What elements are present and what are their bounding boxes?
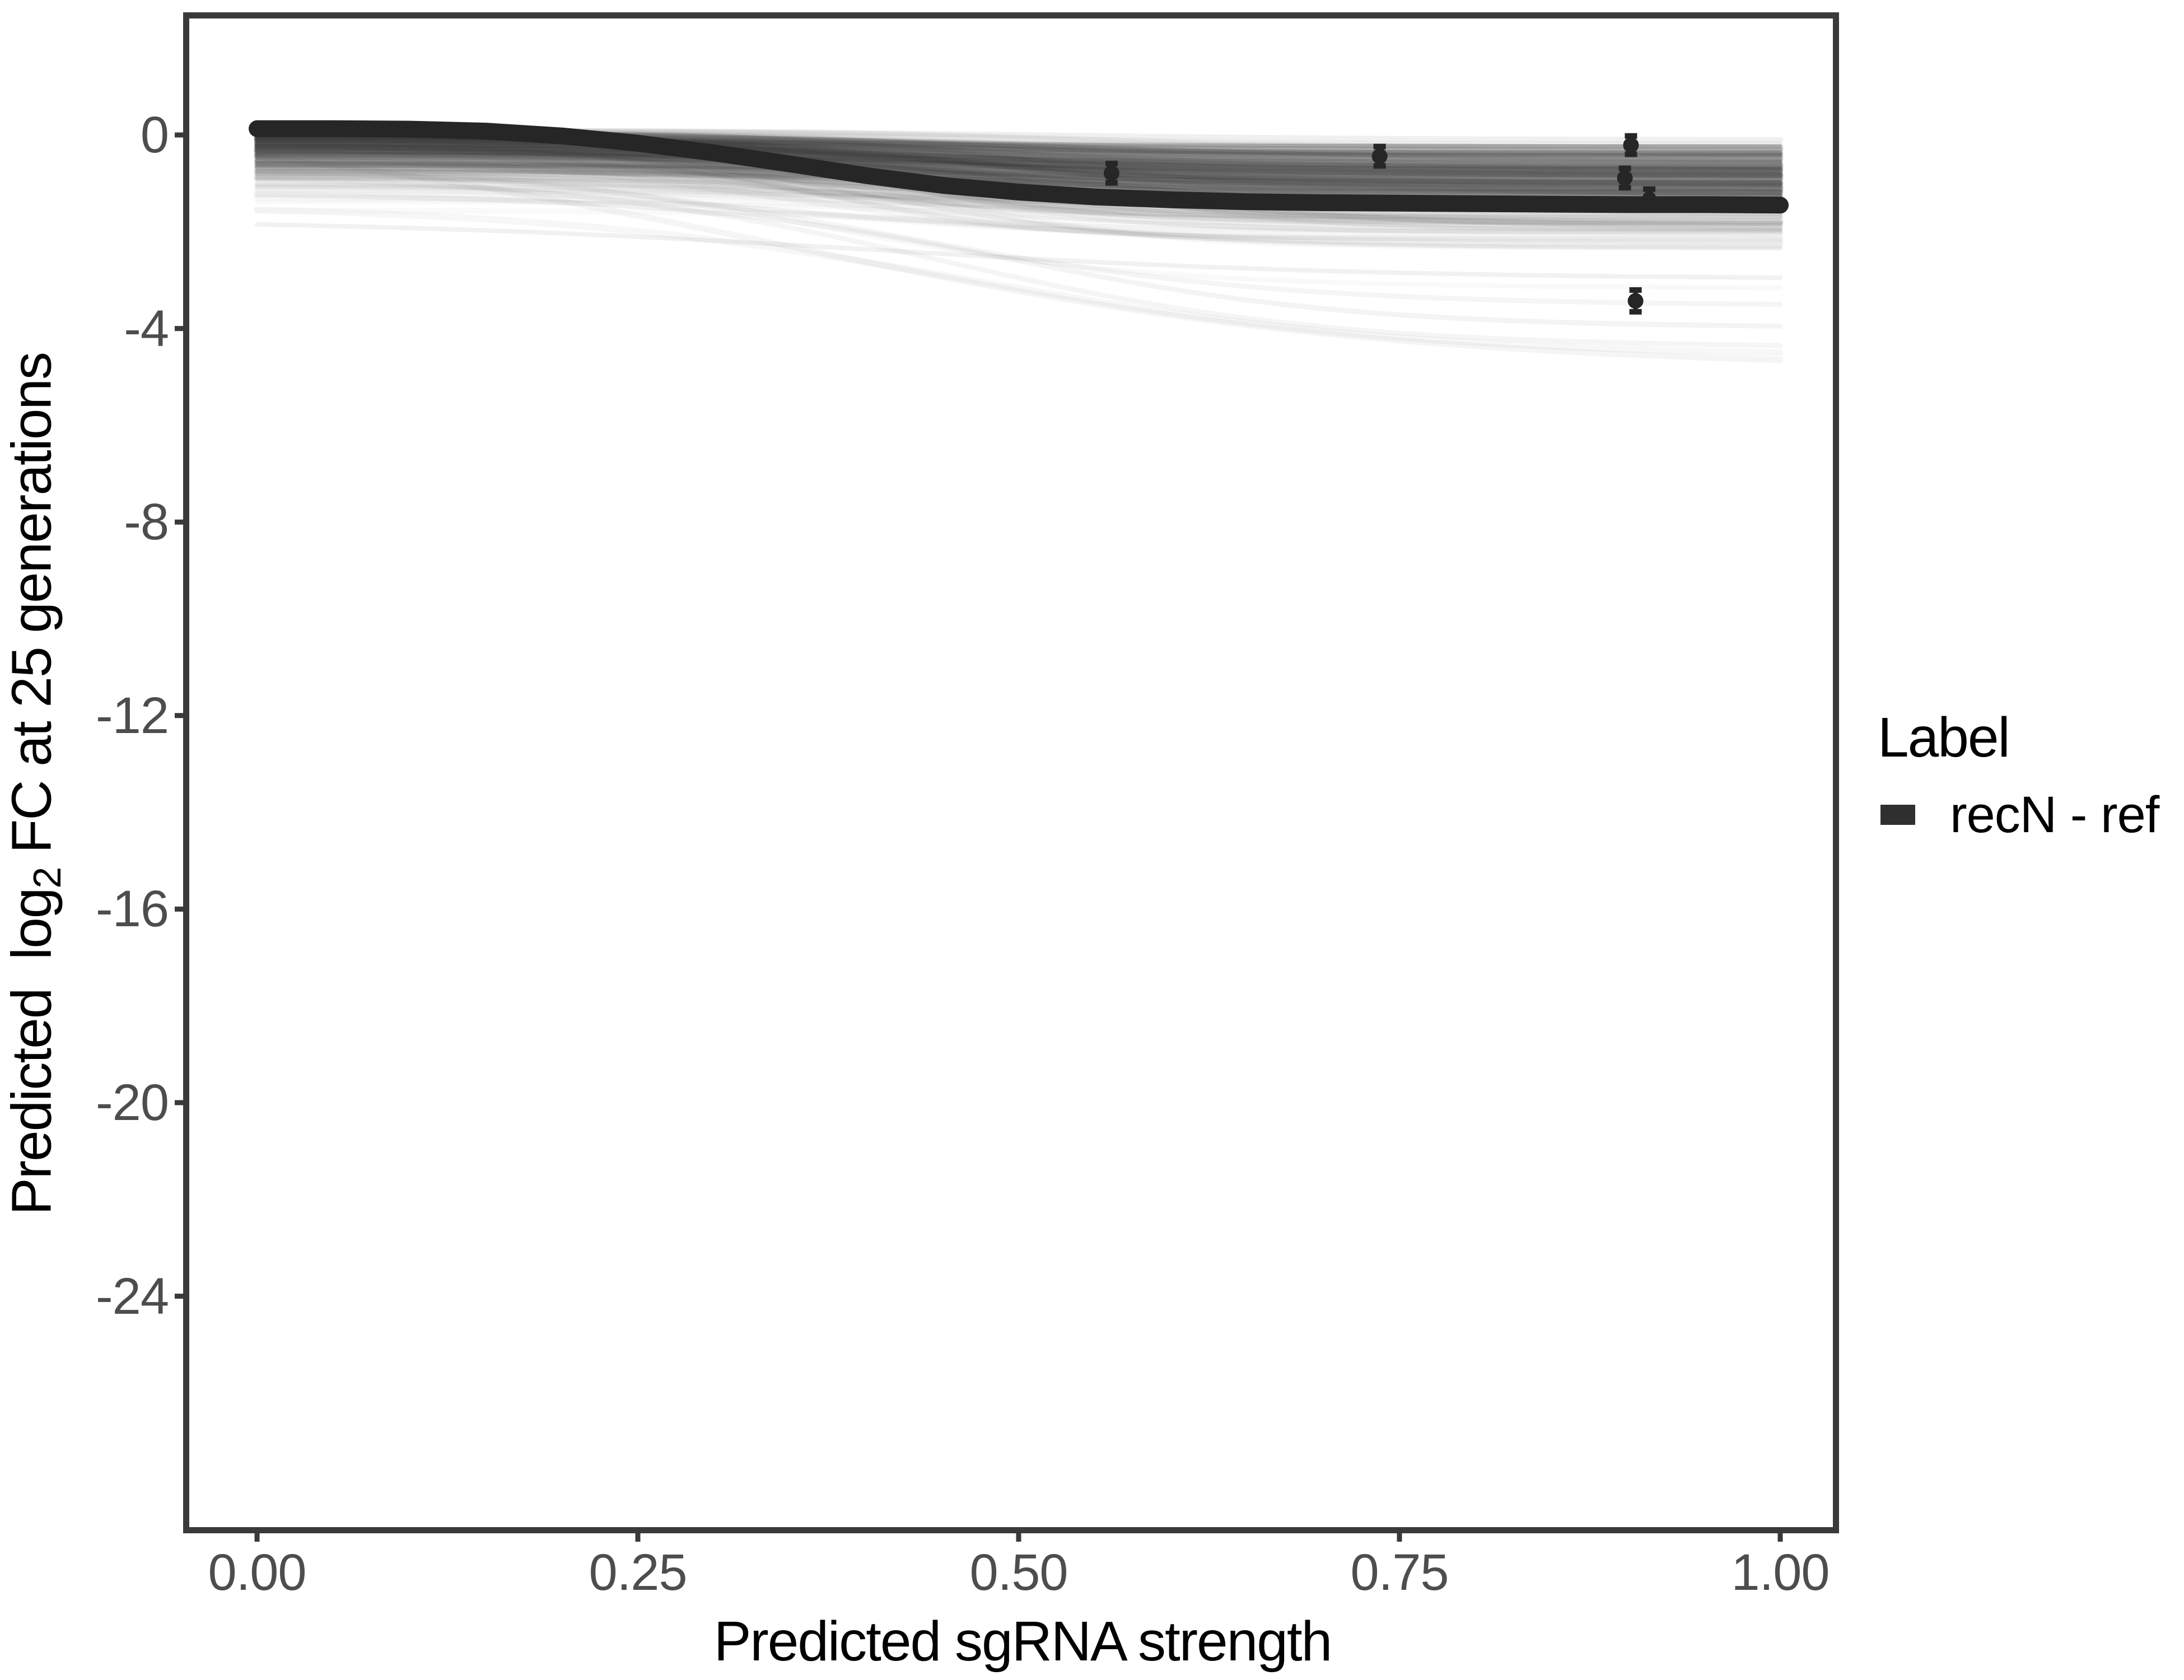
pointrange <box>1623 133 1639 157</box>
x-tick-label: 0.00 <box>208 1544 306 1601</box>
pointrange <box>1642 186 1656 209</box>
legend-item-recn-ref: recN - ref <box>1880 786 2159 843</box>
posterior-draw-lines <box>254 127 1784 363</box>
legend-item-label: recN - ref <box>1950 786 2159 843</box>
y-tick-label: -8 <box>124 493 169 551</box>
pointrange <box>1627 287 1644 315</box>
legend-swatch <box>1880 805 1915 825</box>
x-tick-label: 1.00 <box>1731 1544 1830 1601</box>
legend-title: Label <box>1878 706 2010 769</box>
y-axis-title-pre: Predicted log <box>0 888 63 1216</box>
y-axis-tick-marks <box>175 132 185 1299</box>
pointrange <box>1103 160 1119 186</box>
x-tick-label: 0.25 <box>589 1544 687 1601</box>
y-axis-title: Predicted log2 FC at 25 generations <box>0 352 78 1216</box>
y-tick-label: -24 <box>96 1267 169 1325</box>
y-axis-title-post: FC at 25 generations <box>0 352 63 868</box>
x-axis-tick-marks <box>254 1531 1783 1542</box>
pointrange <box>1617 165 1633 191</box>
plot-panel-border <box>183 12 1839 1533</box>
y-tick-label: -4 <box>124 300 169 357</box>
x-tick-label: 0.75 <box>1350 1544 1449 1601</box>
y-tick-label: -12 <box>96 687 169 744</box>
y-tick-label: -16 <box>96 880 169 938</box>
y-tick-label: 0 <box>140 106 169 164</box>
x-tick-label: 0.50 <box>969 1544 1068 1601</box>
y-axis-title-subscript: 2 <box>25 867 69 889</box>
recn-ref-line <box>249 120 1789 214</box>
pointrange <box>1371 143 1388 169</box>
data-points-with-error-bars <box>1103 133 1656 315</box>
y-tick-label: -20 <box>96 1074 169 1131</box>
x-axis-title: Predicted sgRNA strength <box>713 1610 1333 1673</box>
